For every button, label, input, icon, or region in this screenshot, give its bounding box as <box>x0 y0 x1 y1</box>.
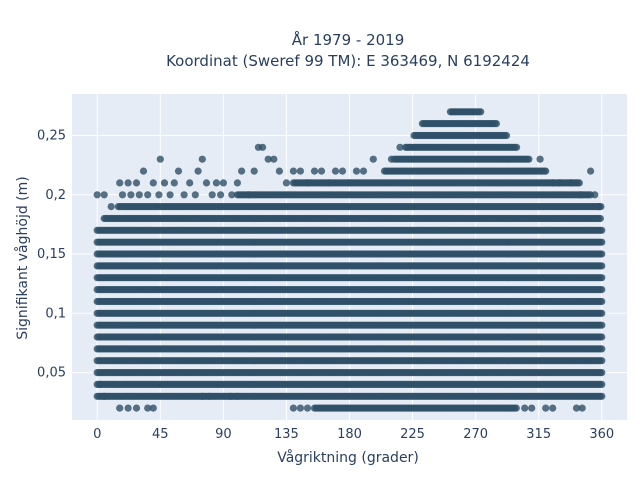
data-point <box>598 392 606 400</box>
data-point <box>512 404 520 412</box>
data-point <box>598 262 606 270</box>
data-point <box>598 238 606 246</box>
data-point <box>598 333 606 341</box>
data-point <box>598 369 606 377</box>
data-point <box>596 214 605 223</box>
data-point <box>598 380 606 388</box>
data-point <box>598 309 606 317</box>
data-point <box>598 297 606 306</box>
data-points <box>93 108 606 412</box>
data-point <box>598 250 606 258</box>
data-point <box>598 345 606 353</box>
data-point <box>598 286 606 294</box>
data-point <box>598 321 606 329</box>
data-point <box>598 274 606 282</box>
data-point <box>598 357 606 365</box>
data-point <box>598 226 606 234</box>
